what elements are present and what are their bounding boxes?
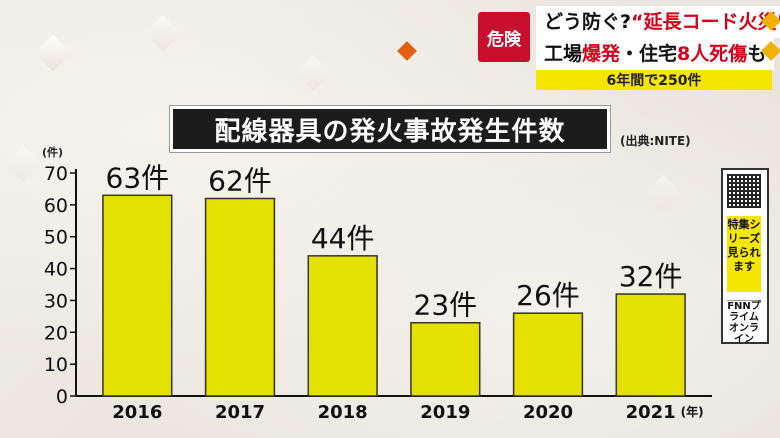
source-note: (出典:NITE) [620, 134, 691, 148]
fnn-logo: FNNプライムオンライン [727, 300, 761, 345]
x-tick-label-2018: 2018 [318, 402, 368, 423]
chart-title: 配線器具の発火事故発生件数 [170, 106, 610, 152]
bar-2018 [307, 255, 378, 397]
y-axis-unit: (件) [42, 145, 63, 159]
side-panel: 特集シリーズ見られます FNNプライムオンライン [721, 168, 769, 345]
value-label-2018: 44件 [311, 222, 375, 255]
y-tick-label: 60 [44, 195, 68, 217]
value-label-2019: 23件 [414, 289, 478, 322]
bar-2017 [204, 197, 276, 397]
headline-subtitle: 6年間で250件 [536, 70, 772, 90]
bar-2020 [512, 312, 584, 397]
y-tick-label: 0 [56, 386, 68, 408]
y-tick-label: 50 [44, 227, 68, 249]
bar-2021 [615, 293, 686, 397]
y-tick-label: 30 [44, 290, 68, 312]
y-tick-label: 70 [44, 163, 68, 185]
headline-line-2: 工場爆発・住宅8人死傷も [536, 38, 775, 70]
x-tick-label-2016: 2016 [112, 402, 162, 423]
headline: 危険 どう防ぐ?“延長コード火災” 工場爆発・住宅8人死傷も [420, 6, 780, 70]
bar-2019 [410, 321, 481, 397]
danger-badge: 危険 [478, 12, 530, 62]
headline-line-1: どう防ぐ?“延長コード火災” [536, 6, 780, 38]
y-tick-label: 10 [44, 354, 68, 376]
y-tick-label: 20 [44, 322, 68, 344]
bar-2016 [102, 194, 173, 397]
qr-code-icon[interactable] [727, 174, 761, 208]
x-tick-label-2019: 2019 [420, 402, 470, 423]
x-tick-label-2021: 2021 [626, 402, 676, 423]
y-tick-label: 40 [44, 259, 68, 281]
value-label-2016: 63件 [106, 161, 170, 194]
x-tick-label-2020: 2020 [523, 402, 573, 423]
value-label-2017: 62件 [208, 164, 272, 197]
x-axis-unit: (年) [681, 404, 704, 419]
value-label-2021: 32件 [619, 260, 683, 293]
x-tick-label-2017: 2017 [215, 402, 265, 423]
value-label-2020: 26件 [516, 279, 580, 312]
series-promo-text: 特集シリーズ見られます [727, 216, 761, 292]
